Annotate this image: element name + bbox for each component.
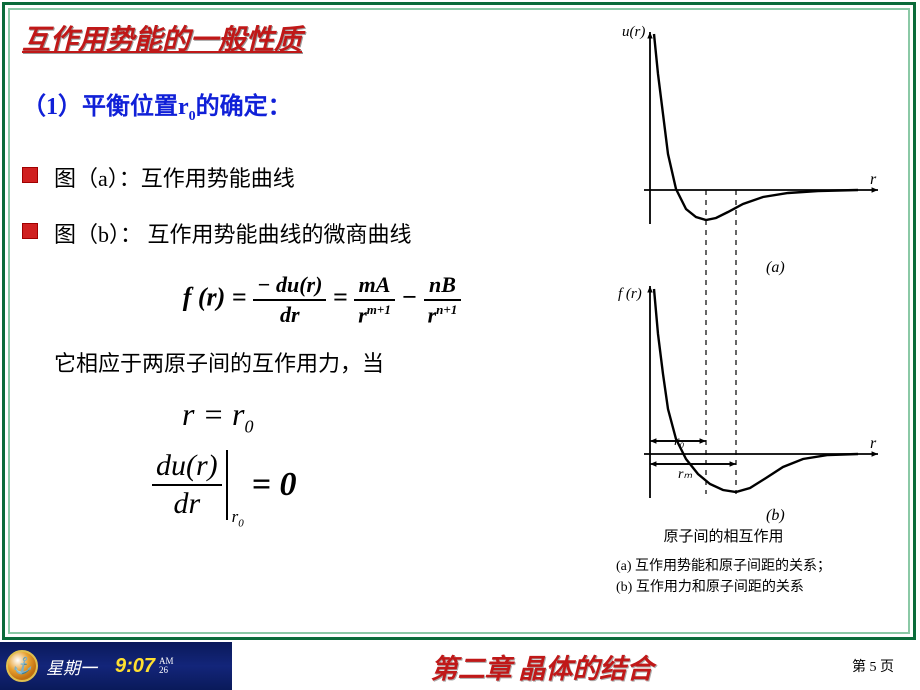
section-sub: 0 xyxy=(189,109,196,124)
f-lhs: f (r) = xyxy=(183,283,247,312)
potential-force-graph: u(r) r (a) f (r) r (b) r₀ rₘ xyxy=(578,14,906,524)
bullet-square-icon xyxy=(22,167,38,183)
clock-time: 9:07 xyxy=(115,655,155,678)
frac-2: mA rm+1 xyxy=(354,273,395,327)
body-sentence: 它相应于两原子间的互作用力，当 xyxy=(54,346,562,378)
eval-bar: r0 xyxy=(226,450,228,520)
bullet-text: 图（b）： 互作用势能曲线的微商曲线 xyxy=(54,217,412,249)
page-title: 互作用势能的一般性质 xyxy=(22,18,562,58)
ampm-block: AM26 xyxy=(159,657,174,675)
figure-caption: 原子间的相互作用 (a) 互作用势能和原子间距的关系； (b) 互作用力和原子间… xyxy=(616,526,831,599)
frac-1: − du(r) dr xyxy=(253,273,326,326)
bullet-item-a: 图（a）：互作用势能曲线 xyxy=(22,161,562,193)
page-number: 第 5 页 xyxy=(852,656,894,676)
frac-3: nB rn+1 xyxy=(424,273,462,327)
minus-sign: − xyxy=(401,283,417,312)
svg-text:r: r xyxy=(870,171,877,188)
formula-fr: f (r) = − du(r) dr = mA rm+1 − nB rn+1 xyxy=(82,273,562,327)
chapter-title: 第二章 晶体的结合 xyxy=(232,647,852,686)
weekday-label: 星期一 xyxy=(46,654,97,679)
footer-bar: ⚓ 星期一 9:07 AM26 第二章 晶体的结合 第 5 页 xyxy=(0,642,920,690)
svg-text:f (r): f (r) xyxy=(618,286,642,302)
svg-text:rₘ: rₘ xyxy=(678,467,692,482)
svg-text:u(r): u(r) xyxy=(622,24,645,40)
content-area: 互作用势能的一般性质 （1）平衡位置r0的确定： 图（a）：互作用势能曲线 图（… xyxy=(22,18,562,520)
section-heading: （1）平衡位置r0的确定： xyxy=(22,86,562,125)
caption-line-b: (b) 互作用力和原子间距的关系 xyxy=(616,577,831,599)
footer-left-panel: ⚓ 星期一 9:07 AM26 xyxy=(0,642,232,690)
section-text: 平衡位置r xyxy=(82,94,189,120)
svg-text:(b): (b) xyxy=(766,507,785,524)
bullet-text: 图（a）：互作用势能曲线 xyxy=(54,161,295,193)
caption-title: 原子间的相互作用 xyxy=(616,526,831,549)
eq-sign: = xyxy=(333,283,348,312)
eq-rhs: = 0 xyxy=(252,466,297,504)
figure-panel: u(r) r (a) f (r) r (b) r₀ rₘ 原子间的相互作用 (a) 互作用势能… xyxy=(578,14,906,599)
frac-du-dr: du(r) dr xyxy=(152,450,222,520)
section-tail: 的确定： xyxy=(196,94,292,120)
svg-text:r₀: r₀ xyxy=(674,434,684,449)
caption-line-a: (a) 互作用势能和原子间距的关系； xyxy=(616,556,831,578)
section-number: （1） xyxy=(22,94,82,120)
eq-derivative-zero: du(r) dr r0 = 0 xyxy=(152,450,562,520)
svg-text:(a): (a) xyxy=(766,259,785,276)
bullet-item-b: 图（b）： 互作用势能曲线的微商曲线 xyxy=(22,217,562,249)
bullet-square-icon xyxy=(22,223,38,239)
svg-text:r: r xyxy=(870,435,877,452)
eq-r-eq-r0: r = r0 xyxy=(182,396,562,437)
school-logo-icon: ⚓ xyxy=(6,650,38,682)
